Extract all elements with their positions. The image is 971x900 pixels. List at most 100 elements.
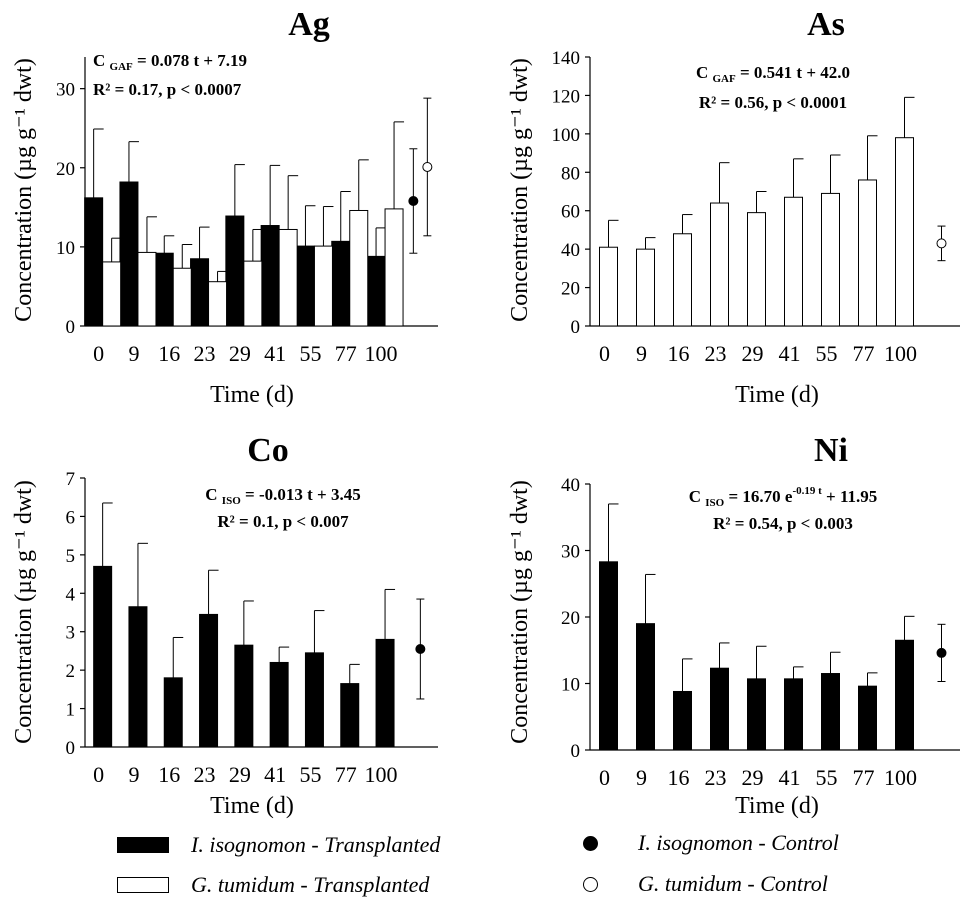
bar <box>711 203 729 326</box>
y-axis-label: Concentration (µg g⁻¹ dwt) <box>507 58 533 322</box>
x-tick-label: 9 <box>128 341 139 366</box>
regression-stats: R² = 0.56, p < 0.0001 <box>699 93 847 112</box>
bar <box>341 684 359 747</box>
equation-subscript: GAF <box>110 61 134 73</box>
y-tick-label: 10 <box>56 238 75 259</box>
bar <box>226 216 244 326</box>
bar <box>173 268 191 326</box>
control-point <box>937 648 946 657</box>
bar <box>200 614 218 747</box>
bar <box>155 253 173 326</box>
legend-label: I. isognomon - Control <box>638 830 839 856</box>
y-tick-label: 2 <box>66 661 76 682</box>
equation-rhs: = 16.70 e <box>724 487 793 506</box>
x-tick-label: 55 <box>816 765 838 790</box>
control-point <box>423 162 432 171</box>
bar <box>129 607 147 747</box>
x-tick-label: 100 <box>884 341 917 366</box>
x-tick-label: 16 <box>668 341 690 366</box>
bar <box>191 259 209 326</box>
x-tick-label: 0 <box>599 765 610 790</box>
bar <box>305 653 323 747</box>
control-point <box>937 239 946 248</box>
bar <box>385 209 403 326</box>
regression-equation: C GAF = 0.078 t + 7.19 <box>93 51 247 73</box>
y-axis-label: Concentration (µg g⁻¹ dwt) <box>11 58 37 322</box>
regression-equation: C ISO = -0.013 t + 3.45 <box>205 485 360 507</box>
x-tick-label: 0 <box>93 762 104 787</box>
x-tick-label: 55 <box>816 341 838 366</box>
x-tick-label: 9 <box>636 765 647 790</box>
y-tick-label: 20 <box>561 279 580 300</box>
x-tick-label: 100 <box>365 341 398 366</box>
equation-rhs: = 0.078 t + 7.19 <box>133 51 247 70</box>
open-dot-swatch-icon <box>583 877 598 892</box>
bar <box>296 246 314 326</box>
open-bar-swatch-icon <box>117 877 169 893</box>
filled-bar-swatch-icon <box>117 837 169 853</box>
regression-stats: R² = 0.17, p < 0.0007 <box>93 80 242 99</box>
x-tick-label: 29 <box>229 762 251 787</box>
chart-title: As <box>807 6 845 43</box>
filled-dot-swatch-icon <box>583 836 598 851</box>
bar <box>600 247 618 326</box>
y-tick-label: 10 <box>561 675 580 696</box>
equation-tail: + 11.95 <box>822 487 878 506</box>
bar <box>637 249 655 326</box>
x-axis-label: Time (d) <box>210 382 294 408</box>
bar <box>896 640 914 750</box>
y-tick-label: 0 <box>66 317 76 338</box>
equation-subscript: GAF <box>713 73 737 85</box>
bar <box>85 198 103 326</box>
legend-item-i-isognomon-transplanted: I. isognomon - Transplanted <box>117 832 440 858</box>
regression-equation: C ISO = 16.70 e-0.19 t + 11.95 <box>689 485 878 509</box>
y-tick-label: 5 <box>66 546 76 567</box>
bar <box>748 213 766 326</box>
y-tick-label: 60 <box>561 202 580 223</box>
legend-item-g-tumidum-control: G. tumidum - Control <box>583 871 828 897</box>
bar <box>270 662 288 747</box>
y-tick-label: 80 <box>561 163 580 184</box>
x-tick-label: 41 <box>779 765 801 790</box>
bar <box>164 678 182 747</box>
bar <box>367 256 385 326</box>
bar <box>261 226 279 326</box>
legend-item-g-tumidum-transplanted: G. tumidum - Transplanted <box>117 872 429 898</box>
bar <box>103 262 121 326</box>
x-tick-label: 16 <box>158 762 180 787</box>
x-tick-label: 23 <box>705 765 727 790</box>
control-point <box>409 196 418 205</box>
equation-superscript: -0.19 t <box>792 485 822 497</box>
x-tick-label: 55 <box>299 341 321 366</box>
x-tick-label: 29 <box>229 341 251 366</box>
equation-lhs: C <box>696 63 713 82</box>
regression-stats: R² = 0.54, p < 0.003 <box>713 514 853 533</box>
bar <box>279 229 297 326</box>
bar <box>785 679 803 750</box>
bar <box>674 234 692 326</box>
bar <box>376 639 394 747</box>
equation-subscript: ISO <box>705 497 724 509</box>
equation-lhs: C <box>689 487 706 506</box>
x-tick-label: 16 <box>668 765 690 790</box>
x-axis-label: Time (d) <box>210 793 294 819</box>
bar <box>209 282 227 326</box>
regression-stats: R² = 0.1, p < 0.007 <box>217 512 349 531</box>
y-tick-label: 20 <box>561 608 580 629</box>
y-tick-label: 3 <box>66 623 76 644</box>
y-tick-label: 40 <box>561 475 580 496</box>
y-tick-label: 0 <box>66 738 76 759</box>
y-tick-label: 0 <box>571 317 581 338</box>
x-tick-label: 29 <box>742 765 764 790</box>
bar <box>235 645 253 747</box>
chart-title: Co <box>247 432 289 469</box>
x-tick-label: 100 <box>365 762 398 787</box>
y-axis-label: Concentration (µg g⁻¹ dwt) <box>11 480 37 744</box>
chart-panel-ni: Ni C ISO = 16.70 e-0.19 t + 11.95 R² = 0.5… <box>507 432 960 819</box>
bar <box>896 138 914 326</box>
legend-item-i-isognomon-control: I. isognomon - Control <box>583 830 839 856</box>
bar <box>600 562 618 750</box>
legend-label: I. isognomon - Transplanted <box>191 832 440 858</box>
y-tick-label: 7 <box>66 469 76 490</box>
bar <box>822 193 840 326</box>
